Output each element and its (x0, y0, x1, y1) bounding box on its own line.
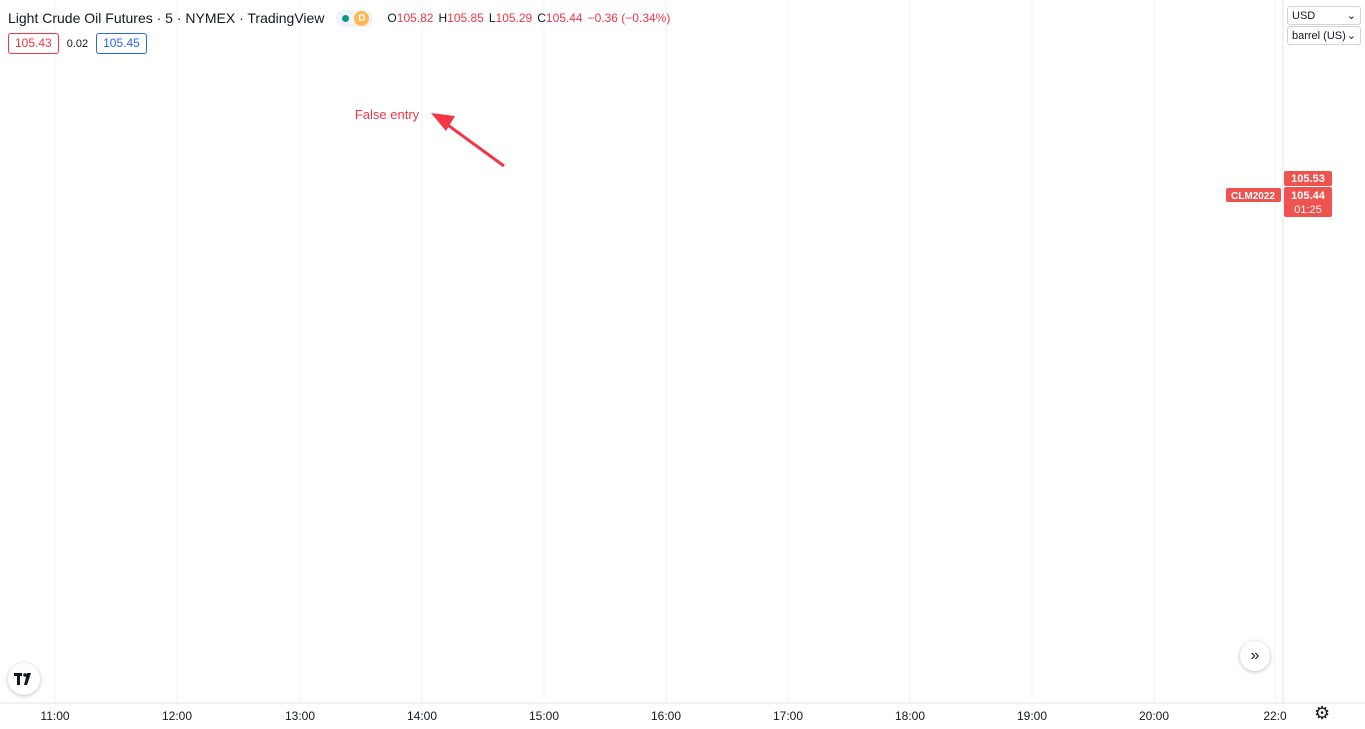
symbol-label: CLM2022 (1231, 191, 1275, 202)
last-price-tag (1284, 171, 1332, 186)
false-entry-arrow-head (431, 113, 455, 131)
symbol-tag (1226, 188, 1281, 202)
sell-button[interactable]: 105.43 (8, 33, 59, 54)
chevron-down-icon: ⌄ (1346, 10, 1356, 22)
change-value: −0.36 (−0.34%) (587, 11, 671, 25)
high-label: H (438, 11, 448, 25)
price-axis (1283, 0, 1365, 729)
chart-header: Light Crude Oil Futures · 5 · NYMEX · Tr… (8, 8, 670, 28)
market-open-dot-icon (342, 14, 350, 22)
high-value: 105.85 (447, 11, 484, 25)
chart-overlays: False entry (355, 107, 505, 168)
time-tick-label: 20:00 (1139, 709, 1169, 723)
trade-buttons: 105.43 0.02 105.45 (8, 33, 147, 54)
market-status-pill[interactable]: D (336, 9, 374, 27)
chevron-down-icon: ⌄ (1346, 30, 1356, 42)
unit-select[interactable]: barrel (US) ⌄ (1287, 26, 1361, 45)
tradingview-logo-glyph (14, 673, 31, 685)
time-tick-label: 12:00 (162, 709, 192, 723)
time-tick-label: 22:0 (1263, 709, 1287, 723)
spread-value: 0.02 (66, 37, 89, 50)
close-label: C (537, 11, 546, 25)
time-tick-label: 14:00 (407, 709, 437, 723)
last-price-label: 105.53 (1291, 173, 1325, 185)
time-tick-label: 19:00 (1017, 709, 1047, 723)
delayed-data-badge: D (354, 10, 370, 26)
false-entry-label: False entry (355, 107, 420, 122)
time-tick-label: 16:00 (651, 709, 681, 723)
time-tick-label: 11:00 (40, 709, 69, 723)
time-axis (0, 703, 1365, 729)
chart-grid (0, 0, 1283, 703)
currency-select[interactable]: USD ⌄ (1287, 6, 1361, 25)
open-label: O (387, 11, 397, 25)
close-value: 105.44 (545, 11, 583, 25)
low-value: 105.29 (495, 11, 533, 25)
time-tick-label: 13:00 (285, 709, 315, 723)
gear-icon[interactable]: ⚙ (1314, 703, 1331, 723)
time-tick-label: 18:00 (895, 709, 925, 723)
false-entry-arrow-shaft (444, 121, 505, 168)
open-value: 105.82 (396, 11, 434, 25)
countdown-label: 01:25 (1294, 204, 1322, 216)
current-price-tag (1284, 187, 1332, 217)
buy-button[interactable]: 105.45 (96, 33, 147, 54)
low-label: L (488, 11, 496, 25)
unit-value: barrel (US) (1292, 29, 1346, 42)
ohlc-values: O105.82 H105.85 L105.29 C105.44 −0.36 (−… (387, 11, 670, 25)
current-price-label: 105.44 (1291, 190, 1326, 202)
chart-pane (0, 0, 1283, 703)
currency-value: USD (1292, 9, 1316, 22)
symbol-title[interactable]: Light Crude Oil Futures · 5 · NYMEX · Tr… (8, 10, 325, 26)
time-tick-label: 17:00 (773, 709, 803, 723)
tradingview-logo-icon[interactable] (8, 663, 40, 695)
scroll-to-realtime-icon[interactable]: » (1240, 641, 1270, 671)
time-tick-label: 15:00 (529, 709, 559, 723)
